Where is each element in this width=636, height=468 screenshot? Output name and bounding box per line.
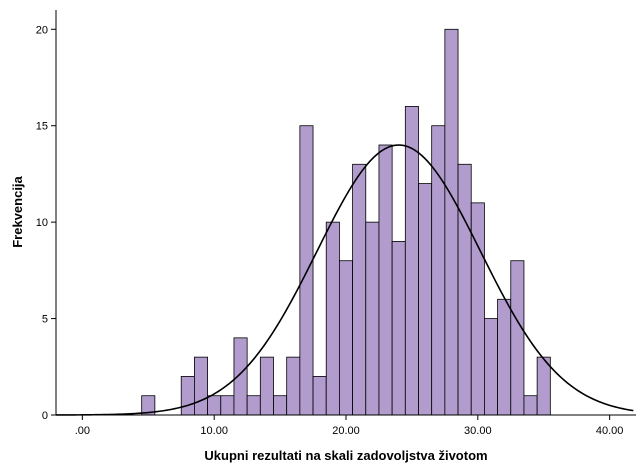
histogram-bar xyxy=(391,241,406,416)
histogram-bar xyxy=(457,163,472,416)
axis-ticks: .00 10.00 20.00 30.00 40.00 0 5 10 15 20 xyxy=(36,24,624,437)
y-tick-label: 0 xyxy=(42,410,48,422)
histogram-bar xyxy=(365,221,380,416)
histogram-bar xyxy=(273,395,288,416)
histogram-bar xyxy=(484,318,498,416)
histogram-bar xyxy=(497,298,512,416)
y-tick-label: 5 xyxy=(42,314,48,326)
x-tick-label: .00 xyxy=(75,425,90,437)
histogram-bar xyxy=(220,395,235,416)
y-tick-label: 15 xyxy=(36,121,48,133)
x-tick-label: 30.00 xyxy=(464,425,492,437)
x-tick-label: 20.00 xyxy=(332,425,360,437)
x-tick-label: 40.00 xyxy=(596,425,624,437)
histogram-bar xyxy=(339,260,353,416)
histogram-bar xyxy=(194,356,208,416)
histogram-bar xyxy=(207,395,222,416)
histogram-bar xyxy=(352,163,367,416)
y-axis-title: Frekvencija xyxy=(10,175,25,247)
histogram-bar xyxy=(299,125,314,416)
histogram-bar xyxy=(286,356,301,416)
histogram-bar xyxy=(259,356,274,416)
histogram-bars xyxy=(141,28,551,416)
histogram-bar xyxy=(378,144,393,416)
x-axis-title: Ukupni rezultati na skali zadovoljstva ž… xyxy=(204,448,487,463)
normal-curve xyxy=(55,144,634,416)
histogram-bar xyxy=(510,260,525,416)
histogram-bar xyxy=(312,376,327,416)
histogram-bar xyxy=(404,106,419,416)
histogram-bar xyxy=(470,202,485,416)
histogram-bar xyxy=(246,395,261,416)
histogram-bar xyxy=(325,221,340,416)
histogram-bar xyxy=(536,356,551,416)
x-tick-label: 10.00 xyxy=(200,425,228,437)
y-tick-label: 20 xyxy=(36,24,48,36)
y-tick-label: 10 xyxy=(36,217,48,229)
histogram-bar xyxy=(233,337,248,416)
histogram-bar xyxy=(523,395,538,416)
histogram-bar xyxy=(444,28,459,416)
histogram-bar xyxy=(180,376,195,416)
histogram-bar xyxy=(418,183,433,416)
